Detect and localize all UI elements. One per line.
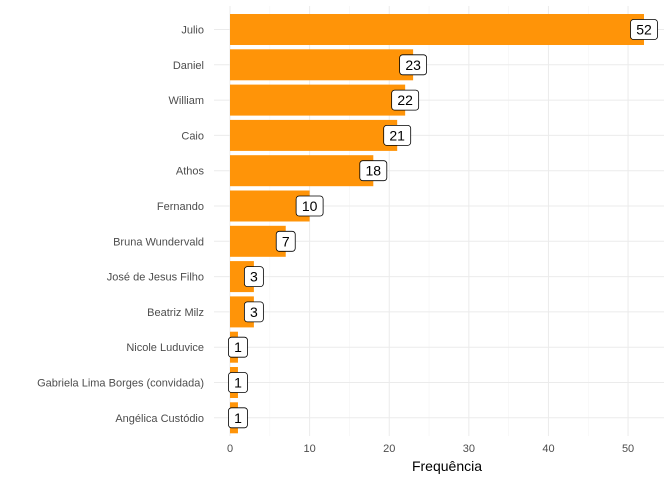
bar — [230, 49, 414, 81]
x-tick-label: 20 — [383, 443, 395, 455]
data-label-box — [630, 19, 658, 40]
data-label-text: 10 — [302, 198, 318, 214]
data-label-box — [359, 160, 388, 182]
data-labels: 52 23 22 21 18 10 7 3 3 1 1 1 — [228, 19, 658, 429]
data-label-text: 1 — [234, 339, 242, 355]
x-tick-label: 0 — [227, 443, 233, 455]
data-label: 3 — [243, 266, 264, 288]
bars — [230, 14, 644, 434]
data-label-text: 1 — [234, 375, 242, 391]
data-label: 22 — [391, 89, 420, 111]
data-label-text: 23 — [405, 57, 421, 73]
data-label-text: 7 — [282, 233, 290, 249]
category-label: Angélica Custódio — [115, 413, 204, 425]
data-label: 1 — [228, 336, 248, 358]
data-label-box — [243, 266, 264, 288]
bar — [230, 155, 374, 187]
category-label: William — [169, 95, 204, 107]
data-label-text: 18 — [366, 163, 382, 179]
category-label: Julio — [181, 25, 204, 37]
data-label: 3 — [243, 301, 264, 323]
x-axis-title: Frequência — [412, 458, 482, 474]
data-label-box — [383, 125, 412, 146]
x-tick-labels: 0 10 20 30 40 50 — [227, 443, 634, 455]
bar — [230, 84, 406, 116]
bar — [230, 119, 398, 151]
category-label: Daniel — [173, 60, 204, 72]
category-label: Caio — [181, 130, 204, 142]
data-label: 23 — [399, 54, 428, 76]
data-label-box — [391, 89, 420, 111]
data-label: 52 — [630, 19, 658, 40]
data-label-text: 52 — [636, 22, 652, 38]
data-label-box — [275, 230, 296, 252]
data-label: 18 — [359, 160, 388, 182]
category-label: José de Jesus Filho — [107, 272, 204, 284]
data-label-text: 3 — [250, 304, 258, 320]
data-label-box — [399, 54, 428, 76]
x-tick-label: 10 — [303, 443, 315, 455]
x-tick-label: 30 — [463, 443, 475, 455]
data-label-box — [228, 336, 248, 358]
data-label-text: 1 — [234, 410, 242, 426]
data-label-text: 21 — [389, 127, 405, 143]
data-label: 1 — [228, 372, 248, 393]
data-label: 21 — [383, 125, 412, 146]
data-label-box — [228, 372, 248, 393]
data-label: 1 — [228, 407, 248, 429]
category-label: Athos — [176, 166, 205, 178]
category-label: Bruna Wundervald — [113, 236, 204, 248]
data-label-text: 22 — [397, 92, 413, 108]
category-label: Nicole Luduvice — [126, 342, 204, 354]
data-label: 10 — [295, 195, 324, 217]
category-labels: Julio Daniel William Caio Athos Fernando Bruna… — [37, 25, 204, 425]
data-label-text: 3 — [250, 269, 258, 285]
data-label-box — [295, 195, 324, 217]
bar — [230, 14, 644, 45]
data-label-box — [228, 407, 248, 429]
x-tick-label: 50 — [622, 443, 634, 455]
category-label: Beatriz Milz — [147, 307, 204, 319]
data-label-box — [243, 301, 264, 323]
data-label: 7 — [275, 230, 296, 252]
category-label: Gabriela Lima Borges (convidada) — [37, 378, 204, 390]
category-label: Fernando — [157, 201, 204, 213]
x-tick-label: 40 — [542, 443, 554, 455]
